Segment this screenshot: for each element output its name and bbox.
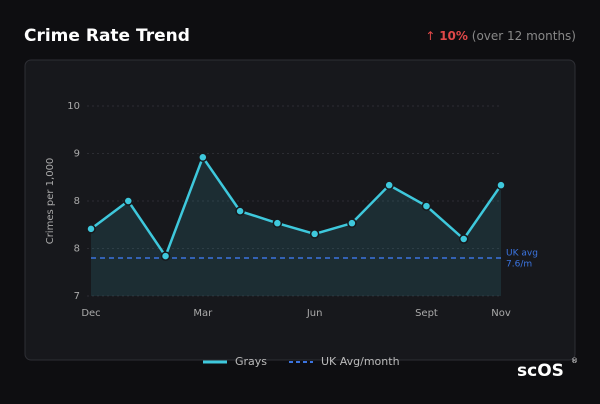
y-tick-label: 9 xyxy=(74,149,80,160)
data-point xyxy=(458,234,469,244)
y-tick-label: 8 xyxy=(74,244,80,255)
x-tick-label: Mar xyxy=(193,308,213,319)
trend-value: 10% xyxy=(439,29,468,43)
reference-label: 7.6/m xyxy=(506,260,532,270)
x-tick-label: Sept xyxy=(415,308,438,319)
data-point xyxy=(86,224,96,234)
legend-label: UK Avg/month xyxy=(321,355,400,368)
y-tick-label: 10 xyxy=(67,101,80,112)
data-point xyxy=(347,218,357,228)
data-point xyxy=(496,180,506,190)
data-point xyxy=(272,218,283,228)
x-tick-label: Dec xyxy=(81,308,100,319)
data-point xyxy=(198,152,208,163)
data-point xyxy=(160,251,171,261)
logo: scOS xyxy=(517,361,564,381)
logo-mark: ® xyxy=(571,357,578,365)
data-point xyxy=(384,180,394,190)
y-tick-label: 8 xyxy=(74,196,80,207)
area xyxy=(91,157,501,296)
legend-label: Grays xyxy=(235,355,267,368)
card xyxy=(24,59,576,361)
title: Crime Rate Trend xyxy=(24,26,190,46)
trend: ↑ 10% (over 12 months) xyxy=(425,29,576,43)
series-line xyxy=(90,154,503,259)
data-point xyxy=(123,196,134,206)
data-point xyxy=(309,229,320,239)
data-point xyxy=(421,201,432,211)
y-axis-label: Crimes per 1,000 xyxy=(45,158,56,245)
data-point xyxy=(235,206,245,216)
trend-arrow: ↑ xyxy=(425,29,435,43)
x-tick-label: Nov xyxy=(491,308,511,319)
y-tick-label: 7 xyxy=(74,291,80,302)
reference-label: UK avg xyxy=(506,249,538,259)
trend-note: (over 12 months) xyxy=(472,29,576,43)
x-tick-label: Jun xyxy=(306,308,323,319)
